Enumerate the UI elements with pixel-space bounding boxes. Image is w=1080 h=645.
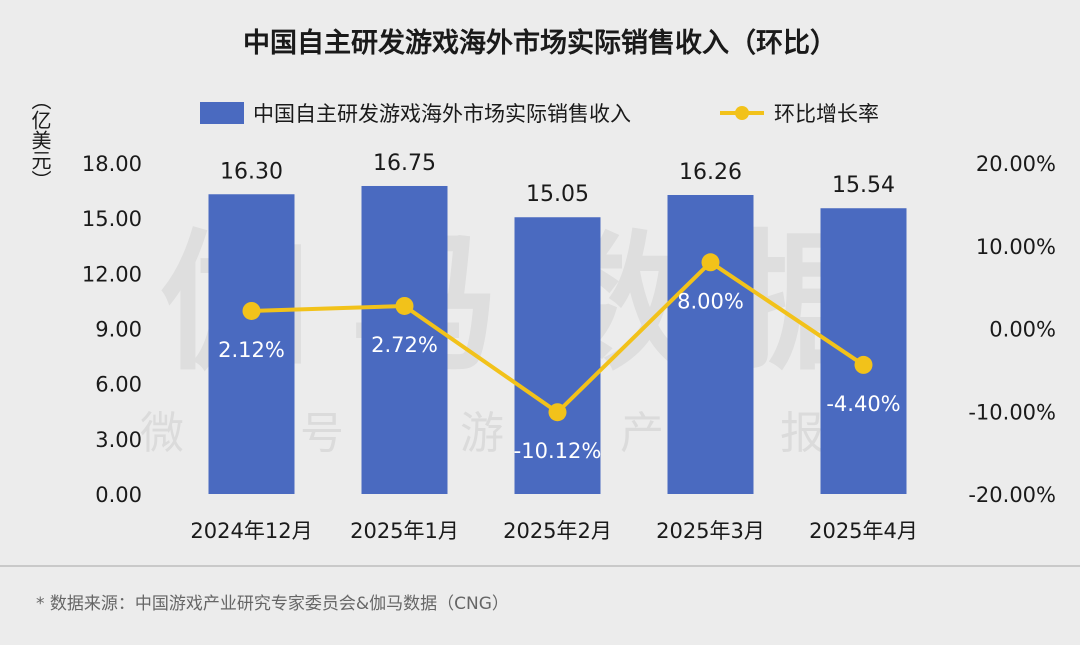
right-tick-label: 0.00%: [989, 318, 1056, 342]
bar-value-label: 15.05: [526, 182, 589, 207]
growth-rate-point: [701, 253, 720, 272]
line-value-labels: 2.12% 2.72% -10.12% 8.00% -4.40%: [218, 289, 901, 463]
right-tick-label: 20.00%: [976, 152, 1056, 176]
growth-rate-point: [242, 301, 261, 320]
growth-rate-label: 8.00%: [677, 289, 744, 313]
growth-rate-point: [854, 355, 873, 374]
right-axis: -20.00% -10.00% 0.00% 10.00% 20.00%: [968, 152, 1056, 507]
category-label: 2025年3月: [656, 519, 765, 543]
growth-rate-point: [395, 296, 414, 315]
left-tick-label: 15.00: [82, 207, 142, 231]
bar: [208, 194, 295, 494]
category-label: 2025年1月: [350, 519, 459, 543]
legend-bar-label: 中国自主研发游戏海外市场实际销售收入: [253, 102, 631, 126]
growth-rate-point: [548, 403, 567, 422]
right-tick-label: -20.00%: [968, 483, 1056, 507]
bar-value-label: 15.54: [832, 173, 895, 198]
bar-value-labels: 16.30 16.75 15.05 16.26 15.54: [220, 151, 895, 207]
bar: [667, 194, 754, 494]
category-label: 2025年4月: [809, 519, 918, 543]
left-tick-label: 12.00: [82, 262, 142, 286]
growth-rate-label: -4.40%: [826, 392, 900, 416]
bar-value-label: 16.75: [373, 151, 436, 176]
category-label: 2025年2月: [503, 519, 612, 543]
right-tick-label: -10.00%: [968, 400, 1056, 424]
legend-line-label: 环比增长率: [774, 102, 879, 126]
bar: [820, 208, 907, 494]
line-series: [242, 253, 873, 422]
legend: 中国自主研发游戏海外市场实际销售收入 环比增长率: [200, 102, 879, 126]
growth-rate-label: -10.12%: [514, 439, 602, 463]
bar: [514, 217, 601, 494]
bar-series: [208, 185, 907, 494]
left-tick-label: 9.00: [95, 318, 142, 342]
left-axis-unit: （亿美元）: [28, 90, 52, 190]
legend-line-marker: [735, 106, 749, 120]
left-tick-label: 6.00: [95, 373, 142, 397]
x-axis: 2024年12月 2025年1月 2025年2月 2025年3月 2025年4月: [190, 519, 917, 543]
category-label: 2024年12月: [190, 519, 312, 543]
bar: [361, 185, 448, 494]
left-tick-label: 3.00: [95, 428, 142, 452]
right-tick-label: 10.00%: [976, 235, 1056, 259]
growth-rate-label: 2.72%: [371, 333, 438, 357]
growth-rate-label: 2.12%: [218, 338, 285, 362]
left-tick-label: 0.00: [95, 483, 142, 507]
bar-value-label: 16.30: [220, 159, 283, 184]
left-axis: 0.00 3.00 6.00 9.00 12.00 15.00 18.00: [82, 152, 142, 507]
chart-title: 中国自主研发游戏海外市场实际销售收入（环比）: [243, 27, 837, 59]
bar-value-label: 16.26: [679, 160, 742, 185]
legend-bar-swatch: [200, 102, 244, 124]
source-note: * 数据来源：中国游戏产业研究专家委员会&伽马数据（CNG）: [36, 594, 509, 614]
left-tick-label: 18.00: [82, 152, 142, 176]
